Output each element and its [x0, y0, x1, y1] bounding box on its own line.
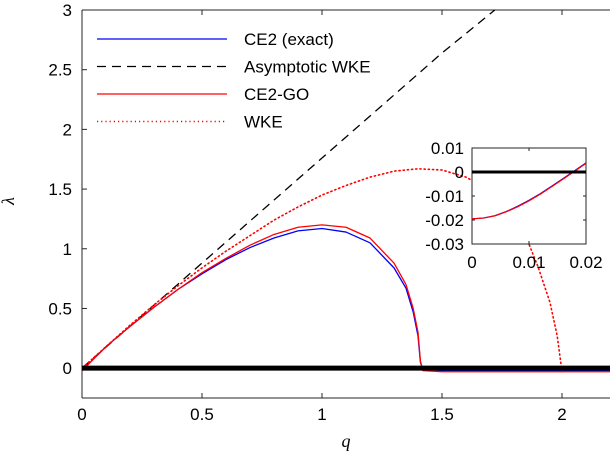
series-ce2-go: [82, 224, 610, 373]
y-tick-label: 0.5: [48, 299, 72, 318]
inset-x-tick-label: 0: [467, 253, 476, 272]
inset-series-line: [472, 162, 586, 220]
x-tick-label: 2: [557, 405, 566, 424]
y-tick-label: 2: [63, 120, 72, 139]
inset-y-tick-label: 0: [455, 163, 464, 182]
x-axis-label: q: [342, 431, 351, 451]
legend-label: CE2-GO: [244, 85, 309, 104]
y-tick-label: 1: [63, 240, 72, 259]
y-axis-label: λ: [0, 197, 18, 206]
y-tick-label: 0: [63, 359, 72, 378]
inset-y-tick-label: 0.01: [431, 139, 464, 158]
y-tick-label: 3: [63, 1, 72, 20]
inset-y-tick-label: -0.03: [425, 235, 464, 254]
legend-label: CE2 (exact): [244, 30, 334, 49]
legend-label: WKE: [244, 113, 283, 132]
x-tick-label: 0: [77, 405, 86, 424]
main-plot-area: [82, 10, 610, 373]
x-tick-label: 1: [317, 405, 326, 424]
y-tick-label: 1.5: [48, 180, 72, 199]
inset-frame: [471, 147, 587, 245]
inset-x-tick-label: 0.01: [512, 253, 545, 272]
inset-plot-area: [472, 162, 586, 220]
legend-label: Asymptotic WKE: [244, 58, 371, 77]
x-tick-label: 0.5: [190, 405, 214, 424]
inset-y-tick-label: -0.01: [425, 187, 464, 206]
y-tick-label: 2.5: [48, 61, 72, 80]
inset-y-tick-label: -0.02: [425, 211, 464, 230]
x-tick-label: 1.5: [430, 405, 454, 424]
inset-x-tick-label: 0.02: [569, 253, 602, 272]
